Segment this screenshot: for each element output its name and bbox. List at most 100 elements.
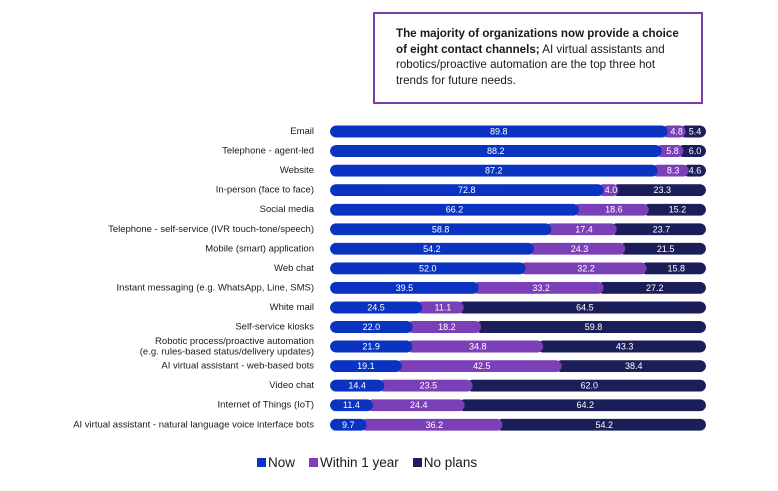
bar-now: [330, 203, 579, 216]
callout-bold-text: The majority of organizations now provid…: [396, 27, 679, 56]
category-label: Web chat: [274, 263, 314, 274]
data-label-no-plans: 21.5: [657, 244, 675, 254]
data-label-no-plans: 59.8: [585, 322, 603, 332]
category-label: Social media: [260, 204, 315, 215]
bar-no-plans: [677, 145, 706, 158]
data-label-within-1-year: 24.3: [571, 244, 589, 254]
bar-now: [330, 184, 604, 197]
data-label-now: 39.5: [396, 283, 414, 293]
bar-within-1-year: [597, 184, 619, 197]
legend-swatch-now: [257, 458, 266, 467]
data-label-now: 19.1: [357, 361, 375, 371]
data-label-no-plans: 15.2: [669, 205, 687, 215]
data-label-within-1-year: 23.5: [420, 381, 438, 391]
legend-swatch-no-plans: [412, 458, 422, 467]
data-label-no-plans: 6.0: [689, 146, 702, 156]
bar-now: [330, 242, 534, 255]
data-label-now: 66.2: [446, 205, 464, 215]
category-label: Internet of Things (IoT): [218, 400, 314, 411]
data-label-now: 24.5: [367, 302, 385, 312]
callout-box: The majority of organizations now provid…: [373, 12, 703, 104]
data-label-within-1-year: 32.2: [577, 263, 595, 273]
bar-within-1-year: [651, 164, 689, 177]
legend-label-within-1-year: Within 1 year: [320, 455, 399, 470]
data-label-no-plans: 54.2: [595, 420, 613, 430]
bar-no-plans: [458, 399, 706, 412]
legend-item-now: Now: [257, 455, 295, 470]
bar-now: [330, 301, 423, 314]
data-label-within-1-year: 17.4: [575, 224, 593, 234]
data-label-now: 72.8: [458, 185, 476, 195]
data-label-within-1-year: 33.2: [532, 283, 550, 293]
bar-within-1-year: [360, 418, 503, 431]
data-label-no-plans: 5.4: [689, 127, 702, 137]
bar-within-1-year: [572, 203, 649, 216]
data-label-now: 22.0: [363, 322, 381, 332]
bar-now: [330, 379, 385, 392]
data-label-no-plans: 15.8: [668, 263, 686, 273]
bar-now: [330, 340, 413, 353]
data-label-now: 11.4: [343, 400, 360, 410]
bar-now: [330, 145, 662, 158]
bar-within-1-year: [527, 242, 626, 255]
bar-no-plans: [466, 379, 706, 392]
bar-now: [330, 223, 552, 236]
data-label-no-plans: 23.7: [653, 224, 671, 234]
legend-item-within-1-year: Within 1 year: [309, 455, 399, 470]
bar-within-1-year: [395, 360, 562, 373]
data-label-within-1-year: 36.2: [426, 420, 444, 430]
data-label-now: 52.0: [419, 263, 437, 273]
data-label-no-plans: 43.3: [616, 342, 634, 352]
bar-no-plans: [640, 262, 706, 275]
bar-now: [330, 281, 479, 294]
bar-no-plans: [457, 301, 706, 314]
bar-within-1-year: [545, 223, 617, 236]
bar-now: [330, 418, 367, 431]
data-label-no-plans: 38.4: [625, 361, 643, 371]
bar-within-1-year: [406, 321, 482, 333]
category-label: Mobile (smart) application: [205, 243, 314, 254]
bar-now: [330, 321, 413, 333]
category-label: Telephone - agent-led: [222, 146, 314, 157]
data-label-within-1-year: 24.4: [410, 400, 428, 410]
bar-now: [330, 125, 668, 138]
data-label-no-plans: 62.0: [581, 381, 599, 391]
data-label-within-1-year: 4.8: [670, 127, 683, 137]
category-label: Email: [290, 126, 314, 137]
bar-now: [330, 262, 526, 275]
bar-within-1-year: [661, 125, 686, 138]
category-label: Self-service kiosks: [235, 322, 314, 333]
callout-text: AI virtual assistants and robotics/proac…: [396, 42, 665, 87]
bar-no-plans: [496, 418, 706, 431]
data-label-within-1-year: 5.8: [666, 146, 679, 156]
bar-no-plans: [682, 164, 706, 177]
legend-swatch-within-1-year: [309, 458, 319, 467]
data-label-now: 88.2: [487, 146, 505, 156]
bar-within-1-year: [416, 301, 464, 314]
bar-within-1-year: [655, 145, 684, 158]
data-label-within-1-year: 4.0: [605, 185, 618, 195]
legend-label-no-plans: No plans: [423, 455, 478, 470]
category-label: Website: [280, 165, 314, 176]
data-label-within-1-year: 42.5: [473, 361, 491, 371]
category-label: Robotic process/proactive automation: [155, 336, 314, 347]
data-label-no-plans: 64.2: [577, 400, 595, 410]
bar-no-plans: [612, 184, 706, 197]
category-label: Telephone - self-service (IVR touch-tone…: [108, 224, 314, 235]
category-label: Instant messaging (e.g. WhatsApp, Line, …: [117, 282, 314, 293]
category-label: In-person (face to face): [216, 185, 314, 196]
data-label-within-1-year: 34.8: [469, 342, 487, 352]
data-label-within-1-year: 18.6: [605, 205, 623, 215]
legend: Now Within 1 year No plans: [257, 455, 477, 470]
data-label-no-plans: 64.5: [576, 302, 594, 312]
legend-label-now: Now: [268, 455, 296, 470]
bar-within-1-year: [472, 281, 604, 294]
data-label-now: 58.8: [432, 224, 450, 234]
bar-now: [330, 164, 658, 177]
legend-item-no-plans: No plans: [412, 455, 478, 470]
bar-no-plans: [555, 360, 706, 373]
category-label: AI virtual assistant - natural language …: [73, 419, 314, 430]
data-label-within-1-year: 8.3: [667, 166, 680, 176]
category-label: AI virtual assistant - web-based bots: [161, 361, 314, 372]
